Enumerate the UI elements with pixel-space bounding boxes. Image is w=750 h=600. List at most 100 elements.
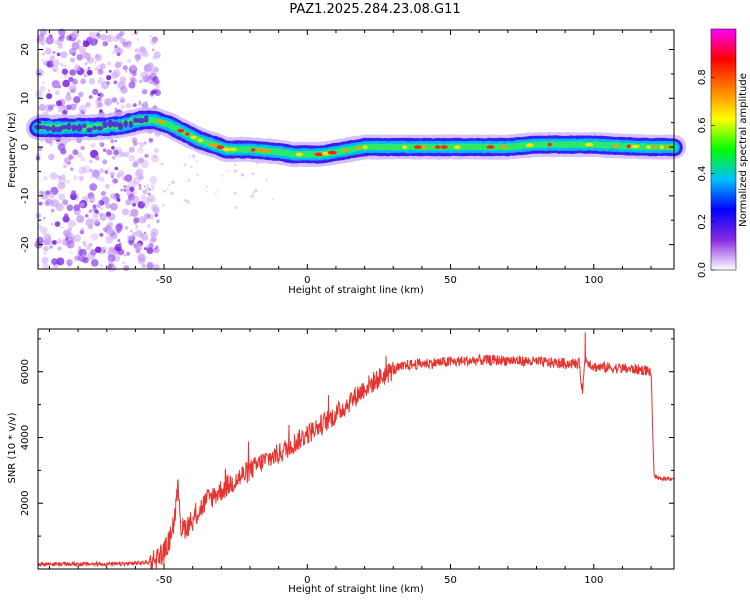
noise-point — [80, 156, 86, 162]
noise-point — [128, 81, 136, 89]
noise-point — [111, 155, 116, 160]
noise-point — [62, 215, 70, 223]
noise-point — [110, 139, 115, 144]
noise-point — [99, 63, 106, 70]
noise-point — [50, 222, 54, 226]
ridge-blob — [76, 124, 83, 132]
noise-point — [120, 188, 124, 192]
y-tick-label: 0 — [20, 144, 31, 150]
noise-point — [96, 32, 100, 37]
noise-point — [88, 196, 96, 203]
noise-point — [111, 51, 115, 55]
noise-point — [150, 38, 157, 46]
noise-point — [131, 34, 134, 37]
noise-point — [46, 93, 53, 100]
noise-point — [62, 79, 70, 88]
noise-point — [117, 239, 121, 242]
noise-point — [103, 250, 106, 253]
noise-point — [59, 62, 64, 67]
x-tick-label: 50 — [444, 275, 457, 286]
noise-point — [135, 226, 139, 230]
noise-point — [250, 194, 254, 198]
ridge-blob — [144, 115, 149, 123]
noise-point — [75, 193, 79, 197]
y-tick-label: -10 — [20, 188, 31, 204]
noise-point — [76, 215, 85, 223]
ridge-blob — [92, 125, 97, 130]
noise-point — [70, 88, 76, 94]
noise-point — [99, 168, 105, 174]
noise-point — [100, 207, 103, 210]
noise-point — [134, 48, 140, 53]
noise-point — [125, 103, 132, 109]
ridge-hotspot — [402, 145, 408, 149]
noise-point — [149, 69, 156, 75]
noise-point — [95, 103, 101, 109]
noise-point — [58, 35, 65, 42]
noise-point — [156, 84, 161, 89]
noise-point — [116, 52, 121, 57]
noise-point — [90, 176, 94, 179]
x-tick-label: 0 — [304, 275, 310, 286]
noise-point — [82, 240, 87, 246]
noise-point — [144, 153, 149, 158]
snr-plot-area — [38, 329, 674, 569]
noise-point — [251, 172, 255, 176]
noise-point — [38, 104, 46, 111]
noise-point — [99, 232, 104, 237]
ridge-hotspot — [454, 145, 461, 149]
noise-point — [41, 31, 44, 35]
noise-point — [234, 163, 237, 166]
noise-point — [149, 34, 152, 37]
noise-point — [139, 142, 145, 148]
noise-point — [136, 38, 139, 41]
noise-point — [89, 168, 93, 173]
noise-point — [76, 152, 83, 158]
noise-point — [131, 104, 135, 108]
ridge-blob — [39, 125, 48, 130]
noise-point — [114, 243, 122, 251]
noise-point — [57, 43, 64, 49]
ridge-blob — [45, 126, 52, 132]
noise-point — [105, 203, 111, 209]
noise-point — [119, 76, 127, 84]
noise-point — [40, 191, 49, 200]
noise-point — [97, 102, 104, 108]
noise-point — [107, 81, 111, 86]
noise-point — [132, 231, 137, 236]
noise-point — [89, 183, 98, 191]
noise-point — [42, 216, 46, 220]
x-tick-label: 0 — [304, 575, 310, 586]
noise-point — [76, 196, 80, 199]
ridge-blob — [111, 121, 120, 128]
noise-point — [44, 200, 50, 207]
noise-point — [88, 95, 93, 99]
ridge-hotspot — [190, 135, 197, 140]
noise-point — [88, 78, 96, 85]
ridge-hotspot — [295, 152, 303, 157]
noise-point — [96, 34, 102, 39]
noise-point — [66, 35, 72, 41]
noise-point — [151, 79, 159, 86]
noise-point — [82, 40, 90, 48]
noise-point — [148, 192, 151, 196]
noise-point — [138, 184, 142, 187]
noise-point — [129, 186, 135, 192]
noise-point — [90, 233, 99, 241]
noise-point — [106, 149, 113, 156]
noise-point — [54, 90, 60, 96]
noise-point — [64, 230, 72, 238]
noise-point — [94, 218, 100, 224]
noise-point — [75, 103, 78, 106]
noise-point — [68, 162, 71, 165]
noise-point — [100, 34, 107, 41]
noise-point — [50, 208, 55, 213]
noise-point — [95, 155, 98, 159]
ridge-hotspot — [613, 143, 619, 148]
noise-point — [100, 191, 106, 196]
noise-point — [151, 203, 159, 212]
noise-point — [71, 190, 77, 196]
noise-point — [44, 237, 53, 246]
noise-point — [57, 246, 62, 251]
noise-point — [135, 168, 144, 177]
